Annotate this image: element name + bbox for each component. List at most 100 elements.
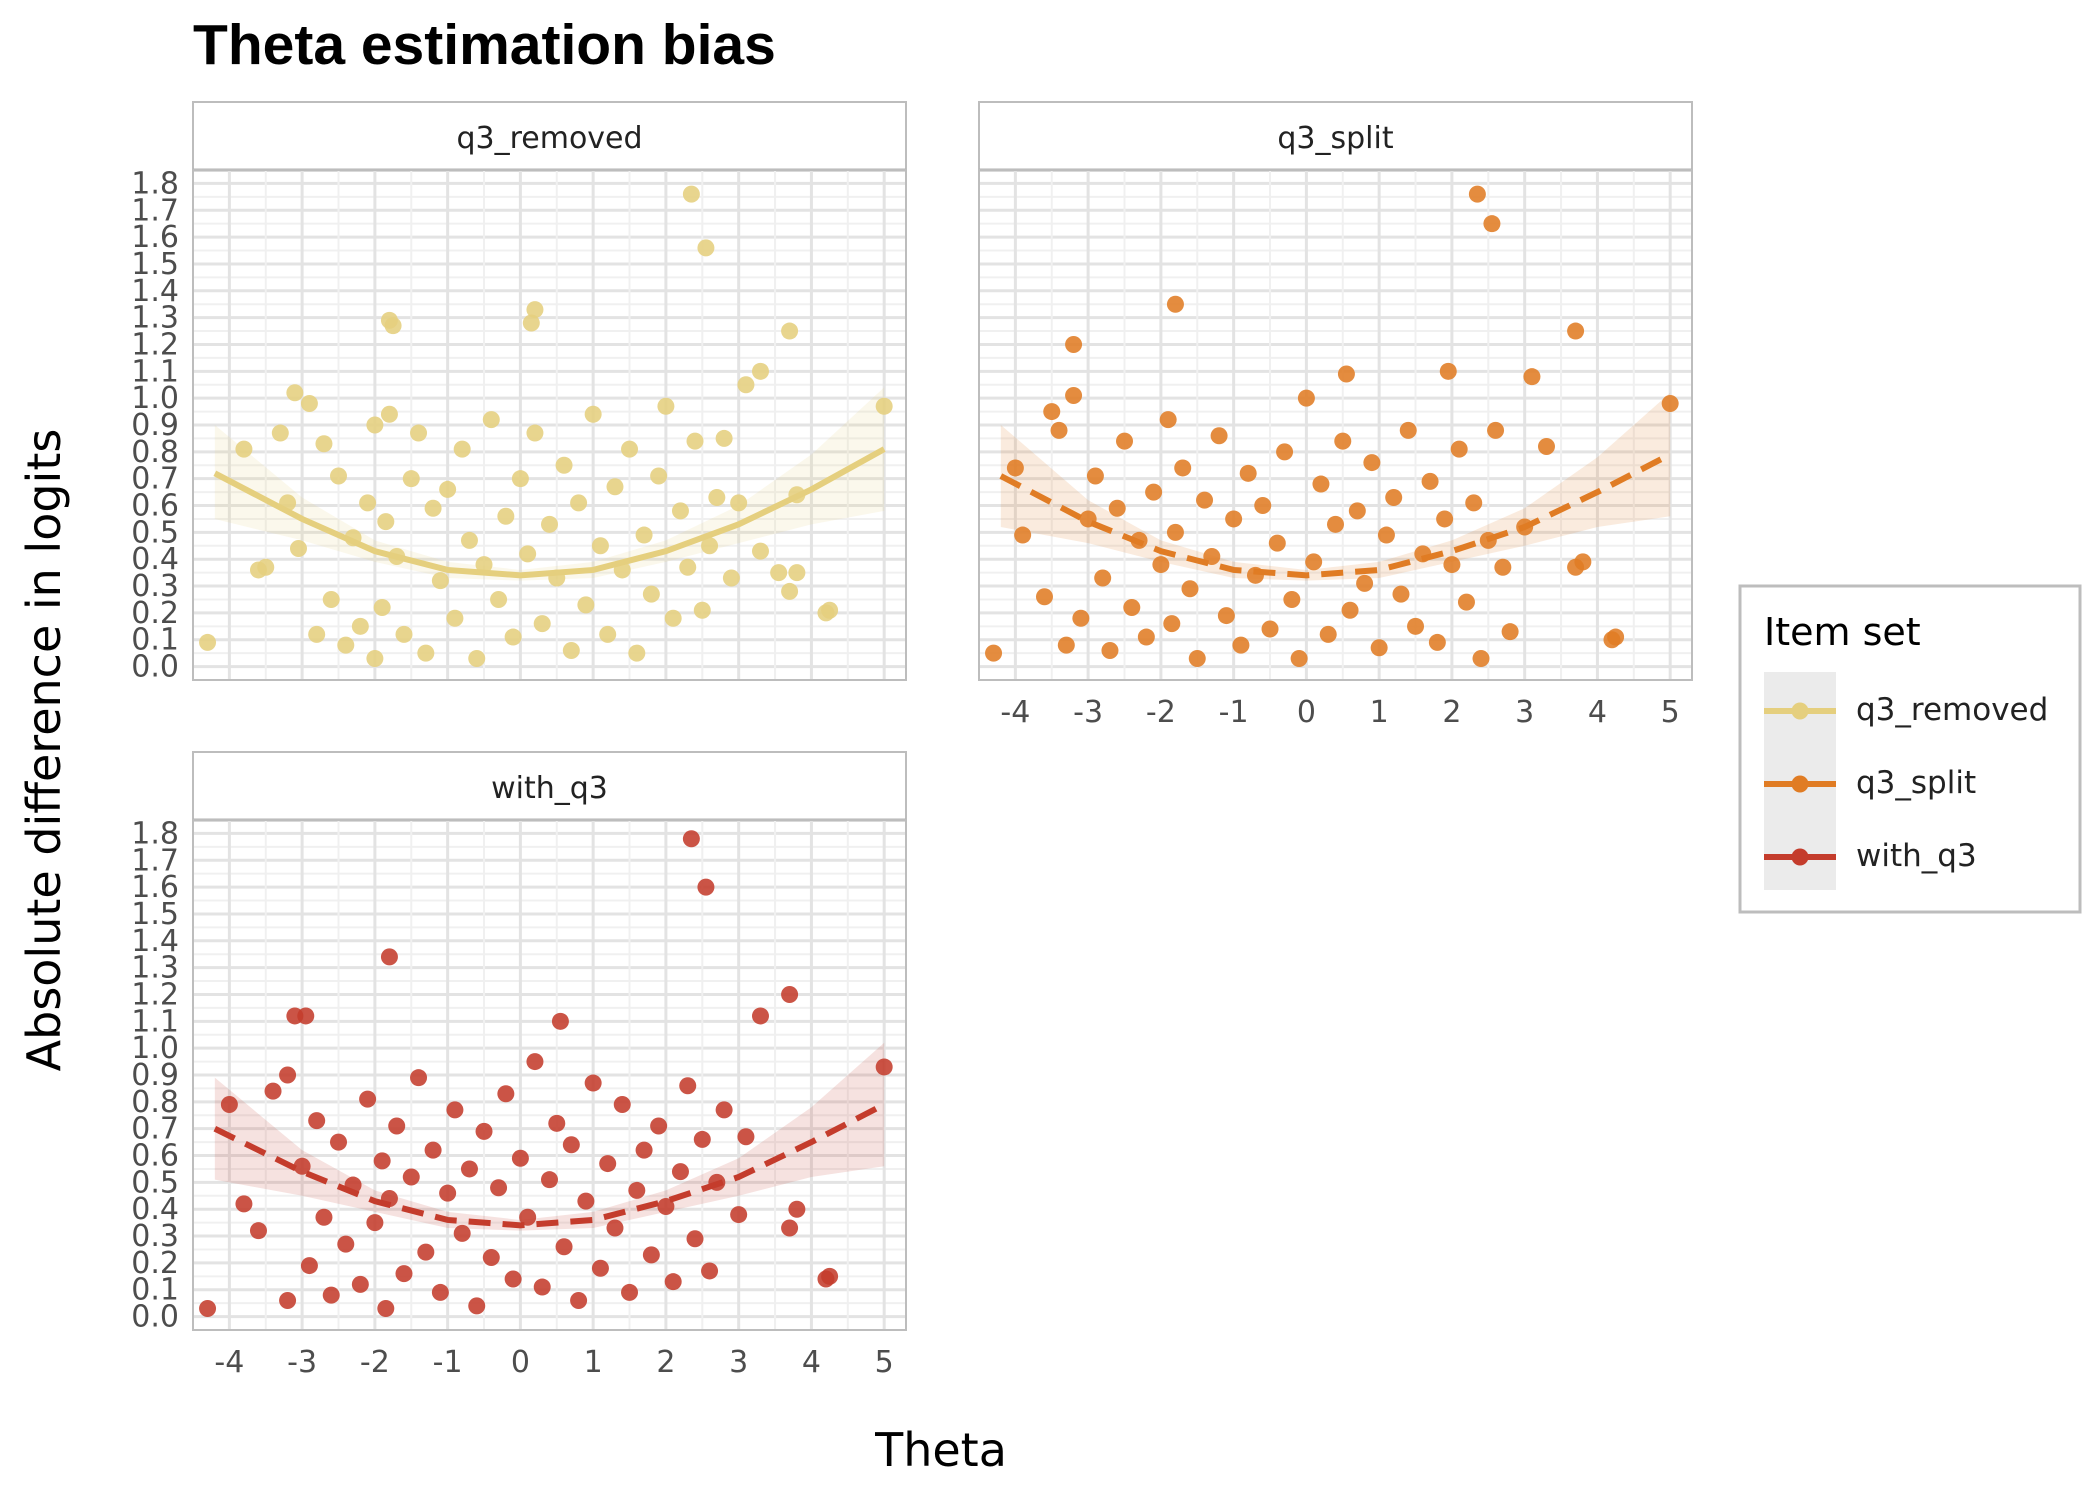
data-point bbox=[1065, 335, 1083, 353]
data-point bbox=[377, 513, 395, 531]
data-point bbox=[599, 625, 617, 643]
data-point bbox=[591, 537, 609, 555]
data-point bbox=[395, 1265, 413, 1283]
panel-border bbox=[192, 819, 907, 1331]
data-point bbox=[1436, 510, 1454, 528]
data-point bbox=[279, 1291, 297, 1309]
data-point bbox=[199, 633, 217, 651]
data-point bbox=[875, 1058, 893, 1076]
data-point bbox=[781, 985, 799, 1003]
legend-label-q3-split: q3_split bbox=[1856, 765, 1976, 801]
data-point bbox=[1468, 185, 1486, 203]
data-point bbox=[511, 1149, 529, 1167]
data-point bbox=[788, 1200, 806, 1218]
data-point bbox=[446, 609, 464, 627]
data-point bbox=[373, 1152, 391, 1170]
data-point bbox=[1661, 395, 1679, 413]
data-point bbox=[621, 440, 639, 458]
data-point bbox=[708, 488, 726, 506]
data-point bbox=[366, 650, 384, 668]
legend-key-point bbox=[1791, 848, 1809, 866]
data-point bbox=[330, 467, 348, 485]
data-point bbox=[519, 545, 537, 563]
data-point bbox=[562, 641, 580, 659]
strip-q3-split bbox=[978, 101, 1693, 171]
data-point bbox=[504, 628, 522, 646]
y-tick-label: 1.5 bbox=[131, 247, 179, 282]
data-point bbox=[1537, 437, 1555, 455]
data-point bbox=[1086, 467, 1104, 485]
y-tick-label: 0.4 bbox=[131, 542, 179, 577]
data-point bbox=[570, 1291, 588, 1309]
data-point bbox=[821, 1267, 839, 1285]
y-tick-label: 1.8 bbox=[131, 166, 179, 201]
data-point bbox=[257, 558, 275, 576]
y-tick-label: 1.3 bbox=[131, 301, 179, 336]
data-point bbox=[497, 1085, 515, 1103]
data-point bbox=[1377, 526, 1395, 544]
x-tick-label: -1 bbox=[1219, 695, 1249, 730]
data-point bbox=[584, 405, 602, 423]
data-point bbox=[1290, 650, 1308, 668]
data-point bbox=[417, 1243, 435, 1261]
data-point bbox=[1261, 620, 1279, 638]
data-point bbox=[985, 644, 1003, 662]
data-point bbox=[1392, 585, 1410, 603]
data-point bbox=[1312, 475, 1330, 493]
y-tick-label: 0.5 bbox=[131, 515, 179, 550]
data-point bbox=[1254, 497, 1272, 515]
data-point bbox=[781, 582, 799, 600]
x-ticks-q3-split: -4 -3 -2 -1 0 1 2 3 4 5 bbox=[1000, 695, 1679, 730]
confidence-band bbox=[214, 1042, 885, 1231]
legend-keys bbox=[1764, 702, 1836, 866]
grid-q3-split bbox=[979, 170, 1692, 680]
data-point bbox=[697, 878, 715, 896]
grid-with-q3 bbox=[193, 820, 906, 1330]
data-point bbox=[1137, 628, 1155, 646]
x-tick-label: -3 bbox=[1073, 695, 1103, 730]
y-tick-label: 0.0 bbox=[131, 1300, 179, 1335]
y-tick-label: 0.1 bbox=[131, 623, 179, 658]
legend-title: Item set bbox=[1764, 610, 1921, 654]
data-point bbox=[686, 1230, 704, 1248]
data-point bbox=[482, 1249, 500, 1267]
legend: Item set q3_removed q3_split with_q3 bbox=[1738, 584, 2082, 914]
data-point bbox=[366, 416, 384, 434]
data-point bbox=[1370, 639, 1388, 657]
data-point bbox=[781, 1219, 799, 1237]
data-point bbox=[751, 1007, 769, 1025]
data-point bbox=[373, 599, 391, 617]
x-tick-label: -2 bbox=[360, 1345, 390, 1380]
data-point bbox=[548, 1114, 566, 1132]
data-point bbox=[664, 609, 682, 627]
trend-with-q3 bbox=[213, 1101, 886, 1229]
data-point bbox=[460, 531, 478, 549]
x-tick-label: 3 bbox=[1515, 695, 1534, 730]
y-tick-label: 1.5 bbox=[131, 897, 179, 932]
data-point bbox=[235, 440, 253, 458]
y-tick-label: 1.1 bbox=[131, 1004, 179, 1039]
strip-label-q3-removed: q3_removed bbox=[456, 121, 642, 156]
data-point bbox=[1567, 558, 1585, 576]
data-point bbox=[1210, 427, 1228, 445]
data-point bbox=[1094, 569, 1112, 587]
data-point bbox=[821, 601, 839, 619]
data-point bbox=[351, 617, 369, 635]
y-tick-label: 1.8 bbox=[131, 816, 179, 851]
data-point bbox=[384, 317, 402, 335]
data-point bbox=[1567, 322, 1585, 340]
y-tick-label: 0.8 bbox=[131, 435, 179, 470]
ribbon-q3-removed bbox=[214, 387, 885, 581]
panel-border bbox=[978, 169, 1693, 681]
confidence-band bbox=[214, 387, 885, 581]
data-point bbox=[682, 185, 700, 203]
data-point bbox=[1043, 403, 1061, 421]
data-point bbox=[417, 644, 435, 662]
y-tick-label: 0.3 bbox=[131, 1219, 179, 1254]
data-point bbox=[621, 1283, 639, 1301]
data-point bbox=[562, 1136, 580, 1154]
data-point bbox=[875, 397, 893, 415]
data-point bbox=[577, 1192, 595, 1210]
data-point bbox=[1472, 650, 1490, 668]
data-point bbox=[1116, 432, 1134, 450]
